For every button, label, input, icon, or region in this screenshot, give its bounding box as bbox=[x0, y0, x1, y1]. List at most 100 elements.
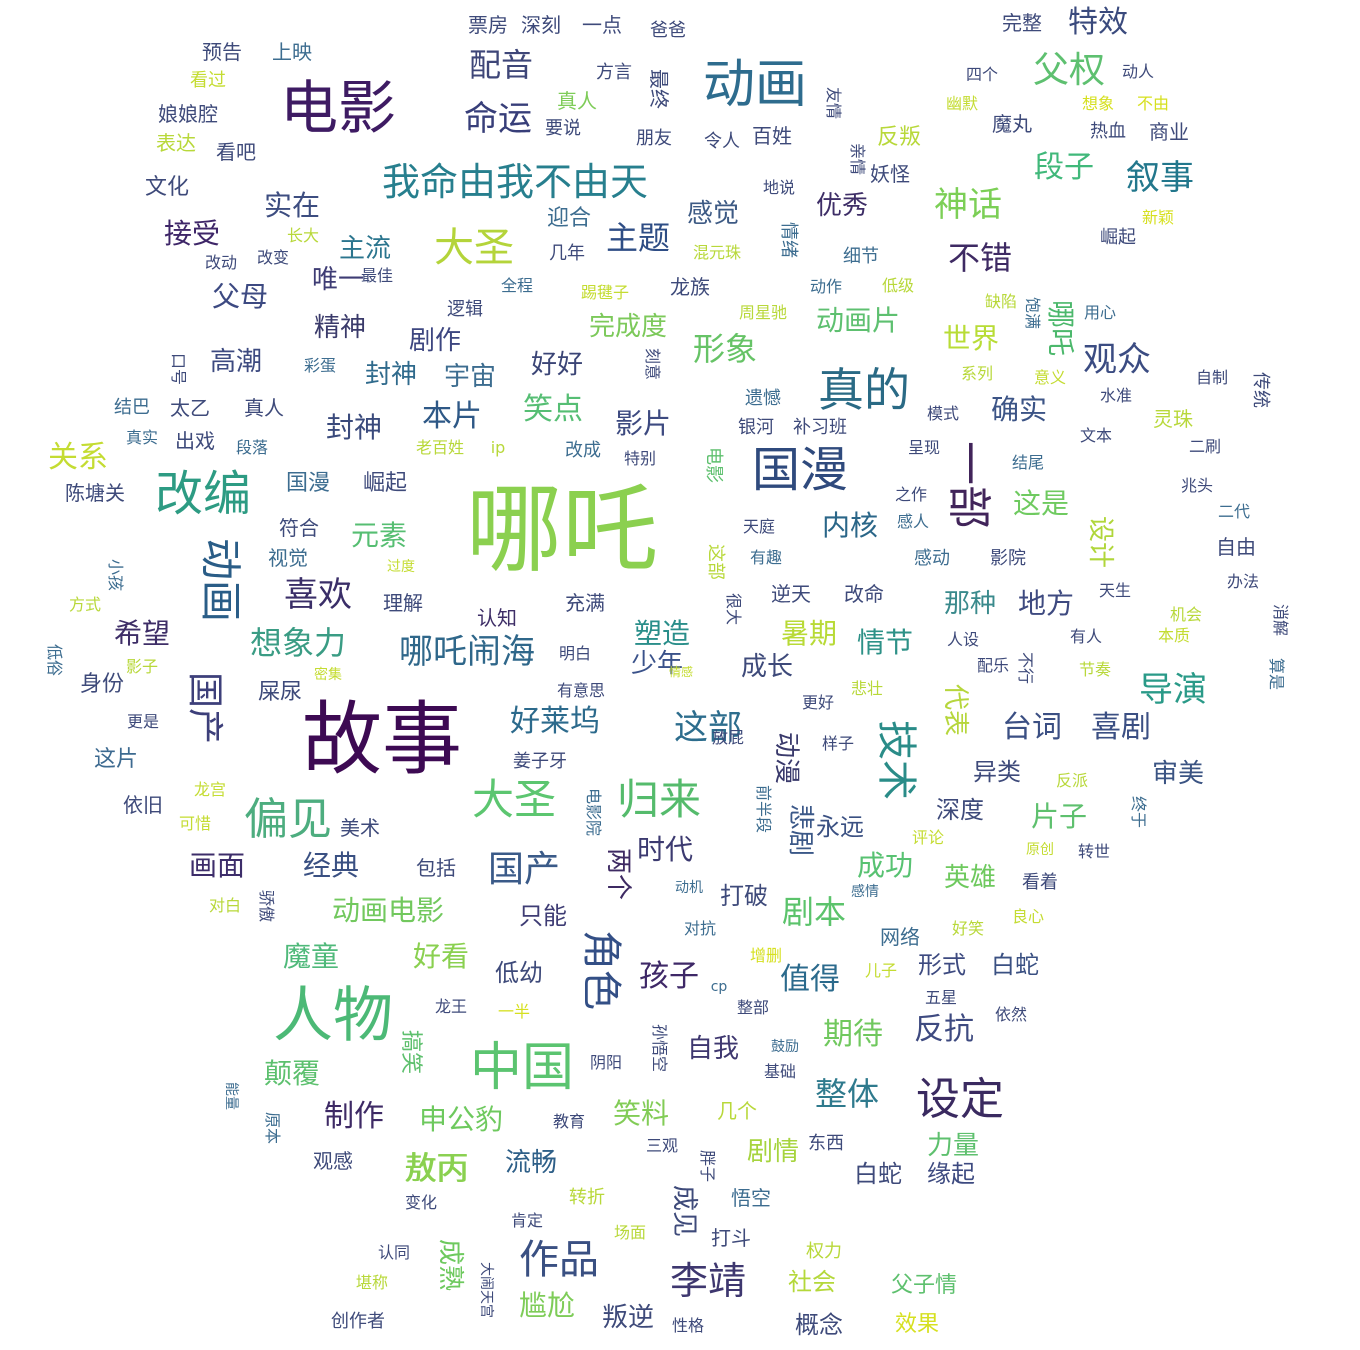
cloud-word: 效果 bbox=[894, 1312, 940, 1337]
cloud-word: 感觉 bbox=[686, 199, 740, 229]
cloud-word: 出戏 bbox=[175, 429, 215, 453]
cloud-word: 我命由我不由天 bbox=[381, 160, 649, 204]
cloud-word: 友情 bbox=[824, 86, 843, 120]
cloud-word: 水准 bbox=[1099, 386, 1133, 405]
cloud-word: 用心 bbox=[1083, 303, 1117, 322]
cloud-word: 原创 bbox=[1026, 842, 1054, 858]
cloud-word: 周星驰 bbox=[738, 303, 788, 322]
cloud-word: 归来 bbox=[616, 775, 702, 824]
cloud-word: 经典 bbox=[302, 849, 360, 882]
cloud-word: 真的 bbox=[818, 363, 910, 417]
cloud-word: 地方 bbox=[1017, 587, 1075, 620]
cloud-word: 确实 bbox=[990, 393, 1048, 426]
cloud-word: 剧本 bbox=[781, 893, 847, 931]
cloud-word: 配乐 bbox=[976, 656, 1010, 675]
cloud-word: 动画片 bbox=[815, 304, 901, 337]
cloud-word: 感情 bbox=[851, 884, 879, 900]
cloud-word: 代表 bbox=[940, 683, 970, 737]
cloud-word: 几个 bbox=[717, 1099, 757, 1123]
cloud-word: 龙王 bbox=[434, 997, 468, 1016]
cloud-word: 教育 bbox=[552, 1112, 586, 1131]
cloud-word: 系列 bbox=[960, 364, 994, 383]
cloud-word: 五星 bbox=[924, 988, 958, 1007]
cloud-word: 主题 bbox=[605, 219, 671, 257]
cloud-word: 人设 bbox=[946, 630, 980, 649]
cloud-word: 明白 bbox=[558, 644, 592, 663]
cloud-word: 角色 bbox=[578, 930, 624, 1010]
cloud-word: 一部 bbox=[943, 441, 994, 529]
cloud-word: 二刷 bbox=[1188, 437, 1222, 456]
cloud-word: 打斗 bbox=[711, 1226, 751, 1250]
cloud-word: 悲壮 bbox=[850, 679, 884, 698]
cloud-word: 国漫 bbox=[285, 471, 331, 496]
cloud-word: 影院 bbox=[990, 548, 1026, 569]
cloud-word: 方言 bbox=[596, 62, 632, 83]
cloud-word: 结尾 bbox=[1011, 453, 1045, 472]
cloud-word: 打破 bbox=[720, 882, 768, 910]
cloud-word: 低俗 bbox=[45, 643, 64, 677]
cloud-word: 认知 bbox=[477, 606, 517, 630]
cloud-word: 看着 bbox=[1022, 872, 1058, 893]
cloud-word: 设定 bbox=[916, 1074, 1004, 1125]
cloud-word: 要说 bbox=[545, 118, 581, 139]
cloud-word: 好莱坞 bbox=[510, 704, 600, 739]
cloud-word: 实在 bbox=[263, 189, 321, 222]
cloud-word: 中国 bbox=[469, 1038, 575, 1098]
cloud-word: 父子情 bbox=[890, 1273, 958, 1298]
cloud-word: 父权 bbox=[1032, 50, 1106, 91]
cloud-word: 姜子牙 bbox=[513, 751, 567, 772]
cloud-word: 白蛇 bbox=[854, 1160, 902, 1188]
cloud-word: 悟空 bbox=[731, 1186, 771, 1210]
cloud-word: 算是 bbox=[1267, 657, 1286, 691]
cloud-word: 天生 bbox=[1098, 581, 1132, 600]
cloud-word: 形式 bbox=[918, 951, 966, 979]
cloud-word: 口号 bbox=[169, 352, 188, 386]
cloud-word: 缺陷 bbox=[984, 292, 1018, 311]
cloud-word: 反派 bbox=[1055, 771, 1089, 790]
cloud-word: 堪称 bbox=[355, 1273, 389, 1292]
cloud-word: 整部 bbox=[736, 998, 770, 1017]
cloud-word: 最佳 bbox=[360, 266, 394, 285]
cloud-word: 屎尿 bbox=[257, 680, 303, 705]
cloud-word: 新颖 bbox=[1141, 208, 1175, 227]
cloud-word: 热血 bbox=[1090, 121, 1126, 142]
cloud-word: 商业 bbox=[1149, 120, 1189, 144]
cloud-word: 看吧 bbox=[216, 140, 256, 164]
cloud-word: 时代 bbox=[636, 833, 694, 866]
cloud-word: 依然 bbox=[994, 1005, 1028, 1024]
cloud-word: 那种 bbox=[943, 589, 997, 619]
cloud-word: 尴尬 bbox=[518, 1289, 576, 1322]
cloud-word: 更是 bbox=[126, 712, 160, 731]
cloud-word: 这片 bbox=[93, 747, 139, 772]
cloud-word: 之作 bbox=[894, 485, 928, 504]
cloud-word: 传统 bbox=[1250, 372, 1271, 408]
cloud-word: 变化 bbox=[404, 1193, 438, 1212]
cloud-word: 文化 bbox=[144, 175, 190, 200]
cloud-word: 特效 bbox=[1068, 5, 1128, 40]
cloud-word: 妖怪 bbox=[870, 162, 910, 186]
cloud-word: 改动 bbox=[204, 253, 238, 272]
cloud-word: 老百姓 bbox=[415, 438, 465, 457]
cloud-word: 永远 bbox=[816, 813, 864, 841]
cloud-word: 结巴 bbox=[114, 397, 150, 418]
cloud-word: 遗憾 bbox=[745, 388, 781, 409]
cloud-word: 不由 bbox=[1136, 94, 1170, 113]
cloud-word: 几年 bbox=[549, 243, 585, 264]
cloud-word: 影子 bbox=[125, 657, 159, 676]
cloud-word: 真实 bbox=[125, 428, 159, 447]
cloud-word: 饱满 bbox=[1023, 296, 1042, 330]
cloud-word: 好好 bbox=[530, 350, 584, 380]
cloud-word: 包括 bbox=[416, 856, 456, 880]
cloud-word: 动作 bbox=[809, 277, 843, 296]
cloud-word: 百姓 bbox=[752, 124, 792, 148]
cloud-word: 有意思 bbox=[556, 681, 606, 700]
cloud-word: 爸爸 bbox=[650, 20, 686, 41]
cloud-word: 封神 bbox=[325, 411, 383, 444]
cloud-word: 技术 bbox=[873, 720, 919, 800]
cloud-word: 崛起 bbox=[1100, 227, 1136, 248]
cloud-word: 叛逆 bbox=[601, 1303, 655, 1333]
cloud-word: 儿子 bbox=[864, 961, 898, 980]
cloud-word: 混元珠 bbox=[692, 243, 742, 262]
cloud-word: 敖丙 bbox=[404, 1149, 470, 1187]
